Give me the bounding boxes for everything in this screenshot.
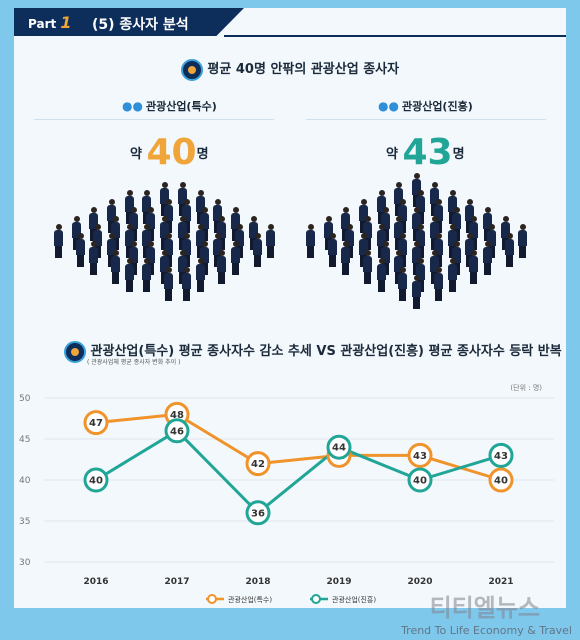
series-line-2 (95, 429, 502, 515)
data-label: 40 (494, 476, 508, 487)
x-tick-label: 2021 (488, 577, 513, 587)
person-figure (89, 241, 99, 275)
data-label: 43 (413, 451, 427, 462)
data-point (488, 442, 514, 468)
data-label: 44 (332, 443, 346, 454)
data-point (407, 467, 433, 493)
infographic-title: 평균 40명 안팎의 관광산업 종사자 (14, 58, 566, 81)
y-tick-label: 35 (19, 517, 30, 527)
chart-subnote: ( 관광사업체 평균 종사자 변화 추이 ) (87, 359, 181, 366)
data-point (488, 467, 514, 493)
watermark-tagline: Trend To Life Economy & Travel (401, 624, 572, 637)
y-tick-label: 45 (19, 435, 30, 445)
divider-left (34, 119, 274, 120)
person-figure (54, 224, 63, 258)
crowd-illustration-special (54, 176, 284, 306)
chart-title: 관광산업(특수) 평균 종사자수 감소 추세 VS 관광산업(진흥) 평균 종사… (64, 340, 562, 363)
data-label: 46 (170, 426, 184, 437)
legend-label: 관광산업(진흥) (332, 595, 376, 604)
y-tick-label: 50 (19, 394, 31, 404)
person-figure (327, 232, 337, 267)
data-point (326, 434, 352, 460)
data-label: 47 (89, 418, 103, 429)
data-point (83, 467, 109, 493)
x-tick-label: 2017 (164, 577, 189, 587)
section-header: Part 1 (5) 종사자 분석 (14, 8, 244, 36)
count-promotion-value: 43 (402, 132, 453, 173)
header-rule (224, 35, 566, 37)
person-figure (164, 266, 174, 301)
data-point (407, 442, 433, 468)
person-figure (469, 249, 479, 284)
people-icon: ●● (122, 99, 143, 113)
crowd-illustration-promotion (306, 173, 536, 316)
person-figure (195, 258, 205, 292)
section-title: (5) 종사자 분석 (92, 17, 189, 33)
person-figure (75, 232, 85, 267)
person-figure (504, 232, 514, 267)
data-label: 43 (494, 451, 508, 462)
series-line-1 (95, 412, 502, 482)
people-icon: ●● (378, 99, 399, 113)
person-figure (447, 258, 457, 292)
person-figure (363, 249, 373, 284)
person-figure (412, 275, 422, 309)
line-chart: 30 35 40 45 50 (단위 : 명) 2016 2017 2018 2019 2020 20… (19, 383, 554, 604)
infographic-panel: Part 1 (5) 종사자 분석 평균 40명 안팎의 관광산업 종사자 ●●… (14, 8, 566, 608)
count-special-value: 40 (146, 132, 197, 173)
divider-right (306, 119, 546, 120)
person-figure (142, 258, 152, 292)
legend-marker (311, 594, 321, 604)
group-label-special: ●● 관광산업(특수) (122, 99, 217, 113)
person-figure (433, 266, 443, 301)
person-figure (124, 258, 134, 292)
unit-label: (단위 : 명) (510, 383, 542, 392)
data-label: 36 (251, 508, 265, 519)
person-figure (266, 224, 276, 258)
x-tick-label: 2018 (245, 577, 270, 587)
person-figure (398, 266, 408, 301)
watermark-brand: 티티엘뉴스 (429, 594, 540, 622)
x-tick-label: 2020 (407, 577, 432, 587)
person-figure (341, 241, 351, 275)
data-label: 40 (413, 476, 427, 487)
person-figure (111, 249, 121, 284)
data-point (164, 418, 190, 444)
part-label: Part 1 (28, 13, 72, 32)
data-point (245, 500, 271, 526)
data-label: 48 (170, 410, 184, 421)
person-figure (482, 241, 492, 275)
data-label: 42 (251, 459, 265, 470)
data-point (83, 410, 109, 436)
section-badge-icon (180, 58, 203, 81)
person-figure (252, 232, 262, 267)
data-point (245, 451, 271, 477)
person-figure (376, 258, 386, 292)
legend-label: 관광산업(특수) (228, 595, 272, 604)
person-figure (181, 266, 191, 301)
section-badge-icon (64, 340, 86, 363)
count-promotion: 약 43명 (386, 132, 465, 173)
group-label-promotion: ●● 관광산업(진흥) (378, 99, 473, 113)
person-figure (217, 249, 227, 284)
x-tick-label: 2019 (326, 577, 351, 587)
y-tick-label: 30 (19, 558, 31, 568)
count-special: 약 40명 (130, 132, 209, 173)
y-tick-label: 40 (19, 476, 31, 486)
person-figure (518, 224, 528, 258)
data-label: 40 (89, 476, 103, 487)
person-figure (230, 241, 240, 275)
legend-marker (207, 594, 217, 604)
person-figure (306, 224, 315, 258)
x-tick-label: 2016 (83, 577, 108, 587)
